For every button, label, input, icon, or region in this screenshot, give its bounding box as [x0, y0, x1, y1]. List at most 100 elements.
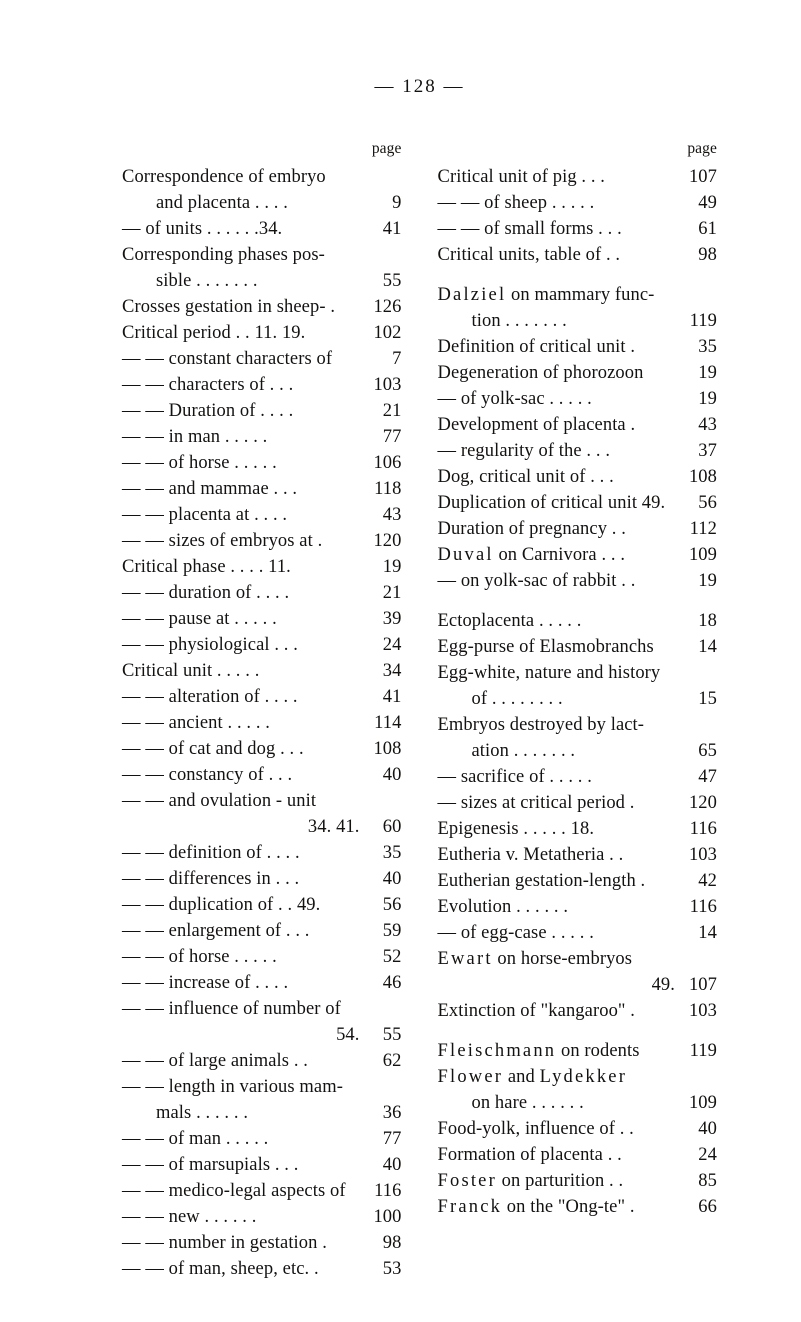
entry-text: — — enlargement of . . .: [122, 921, 310, 941]
index-entry: Formation of placenta . .24: [438, 1142, 718, 1168]
entry-page: 100: [373, 1204, 401, 1230]
entry-text: Ewart on horse-embryos: [438, 949, 633, 969]
index-entry: 54.55: [122, 1022, 402, 1048]
entry-page: 103: [373, 372, 401, 398]
entry-page: 119: [690, 1038, 717, 1064]
right-entries: Critical unit of pig . . .107 — — of shee…: [438, 164, 718, 1220]
entry-page: 56: [698, 490, 717, 516]
entry-page: 24: [383, 632, 402, 658]
entry-text: Critical period . . 11. 19.: [122, 323, 305, 343]
entry-page: 77: [383, 1126, 402, 1152]
index-entry: — — ancient . . . . .114: [122, 710, 402, 736]
entry-text: Dog, critical unit of . . .: [438, 467, 614, 487]
index-entry: — — sizes of embryos at .120: [122, 528, 402, 554]
entry-text: Critical unit of pig . . .: [438, 167, 606, 187]
entry-page: 55: [383, 1022, 402, 1048]
entry-page: 53: [383, 1256, 402, 1282]
entry-page: 37: [698, 438, 717, 464]
index-entry: 49.107: [438, 972, 718, 998]
entry-text: — — differences in . . .: [122, 869, 299, 889]
entry-page: 56: [383, 892, 402, 918]
entry-text: Ectoplacenta . . . . .: [438, 611, 582, 631]
page-number-text: — 128 —: [375, 76, 465, 97]
entry-text: Egg-white, nature and history: [438, 663, 661, 683]
entry-page: 35: [383, 840, 402, 866]
index-entry: Dog, critical unit of . . .108: [438, 464, 718, 490]
index-entry: Definition of critical unit .35: [438, 334, 718, 360]
entry-text: — — new . . . . . .: [122, 1207, 256, 1227]
entry-page: 102: [373, 320, 401, 346]
entry-text: — — length in various mam-: [122, 1077, 343, 1097]
index-entry: — — duplication of . . 49. 56: [122, 892, 402, 918]
entry-page: 14: [698, 634, 717, 660]
entry-text: Eutheria v. Metatheria . .: [438, 845, 624, 865]
entry-text: — of units . . . . . .34.: [122, 219, 282, 239]
index-entry: — — number in gestation .98: [122, 1230, 402, 1256]
entry-page: 46: [383, 970, 402, 996]
entry-text: of . . . . . . . .: [472, 689, 563, 709]
entry-page: 19: [383, 554, 402, 580]
entry-text: Embryos destroyed by lact-: [438, 715, 645, 735]
index-entry: — — differences in . . .40: [122, 866, 402, 892]
index-entry: Dalziel on mammary func-: [438, 282, 718, 308]
entry-page: 39: [383, 606, 402, 632]
paragraph-gap: [438, 268, 718, 282]
index-entry: — regularity of the . . .37: [438, 438, 718, 464]
entry-text: — — pause at . . . . .: [122, 609, 277, 629]
entry-text: — — characters of . . .: [122, 375, 293, 395]
index-entry: Epigenesis . . . . . 18.116: [438, 816, 718, 842]
index-entry: and placenta . . . .9: [122, 190, 402, 216]
entry-page: 55: [383, 268, 402, 294]
entry-text: Corresponding phases pos-: [122, 245, 325, 265]
index-entry: of . . . . . . . . 15: [438, 686, 718, 712]
entry-text: — — influence of number of: [122, 999, 341, 1019]
index-entry: Flower and Lydekker: [438, 1064, 718, 1090]
index-entry: Egg-purse of Elasmobranchs14: [438, 634, 718, 660]
entry-text: 54.: [336, 1025, 359, 1045]
entry-page: 7: [392, 346, 401, 372]
index-entry: 34. 41.60: [122, 814, 402, 840]
index-entry: Critical unit of pig . . .107: [438, 164, 718, 190]
index-entry: Embryos destroyed by lact-: [438, 712, 718, 738]
entry-text: — — alteration of . . . .: [122, 687, 298, 707]
entry-text: — — duration of . . . .: [122, 583, 289, 603]
entry-page: 116: [690, 894, 717, 920]
entry-text: and placenta . . . .: [156, 193, 288, 213]
entry-text: — — duplication of . . 49.: [122, 895, 320, 915]
entry-page: 98: [698, 242, 717, 268]
entry-page: 109: [689, 1090, 717, 1116]
entry-page: 119: [690, 308, 717, 334]
index-entry: Critical period . . 11. 19. 102: [122, 320, 402, 346]
index-entry: Duplication of critical unit 49.56: [438, 490, 718, 516]
entry-page: 62: [383, 1048, 402, 1074]
entry-text: Development of placenta .: [438, 415, 636, 435]
entry-page: 21: [383, 580, 402, 606]
index-entry: — — influence of number of: [122, 996, 402, 1022]
entry-page: 116: [374, 1178, 401, 1204]
entry-text: Duration of pregnancy . .: [438, 519, 626, 539]
index-entry: — — constant characters of7: [122, 346, 402, 372]
entry-page: 19: [698, 360, 717, 386]
index-entry: sible . . . . . . .55: [122, 268, 402, 294]
index-entry: Duval on Carnivora . . . 109: [438, 542, 718, 568]
entry-page: 43: [698, 412, 717, 438]
entry-text: Franck on the "Ong-te" .: [438, 1197, 635, 1217]
entry-text: — — of large animals . .: [122, 1051, 308, 1071]
index-entry: Evolution . . . . . .116: [438, 894, 718, 920]
entry-text: Epigenesis . . . . . 18.: [438, 819, 595, 839]
entry-text: — — of horse . . . . .: [122, 453, 277, 473]
index-entry: — — definition of . . . .35: [122, 840, 402, 866]
entry-page: 41: [383, 684, 402, 710]
index-entry: — of egg-case . . . . .14: [438, 920, 718, 946]
entry-page: 109: [689, 542, 717, 568]
entry-page: 18: [698, 608, 717, 634]
entry-text: — — of sheep . . . . .: [438, 193, 595, 213]
entry-text: Duval on Carnivora . . .: [438, 545, 626, 565]
entry-page: 108: [373, 736, 401, 762]
right-column: page Critical unit of pig . . .107— — of…: [438, 136, 718, 1282]
entry-text: Food-yolk, influence of . .: [438, 1119, 634, 1139]
entry-text: Eutherian gestation-length .: [438, 871, 646, 891]
index-entry: Degeneration of phorozoon19: [438, 360, 718, 386]
entry-page: 15: [698, 686, 717, 712]
entry-page: 21: [383, 398, 402, 424]
